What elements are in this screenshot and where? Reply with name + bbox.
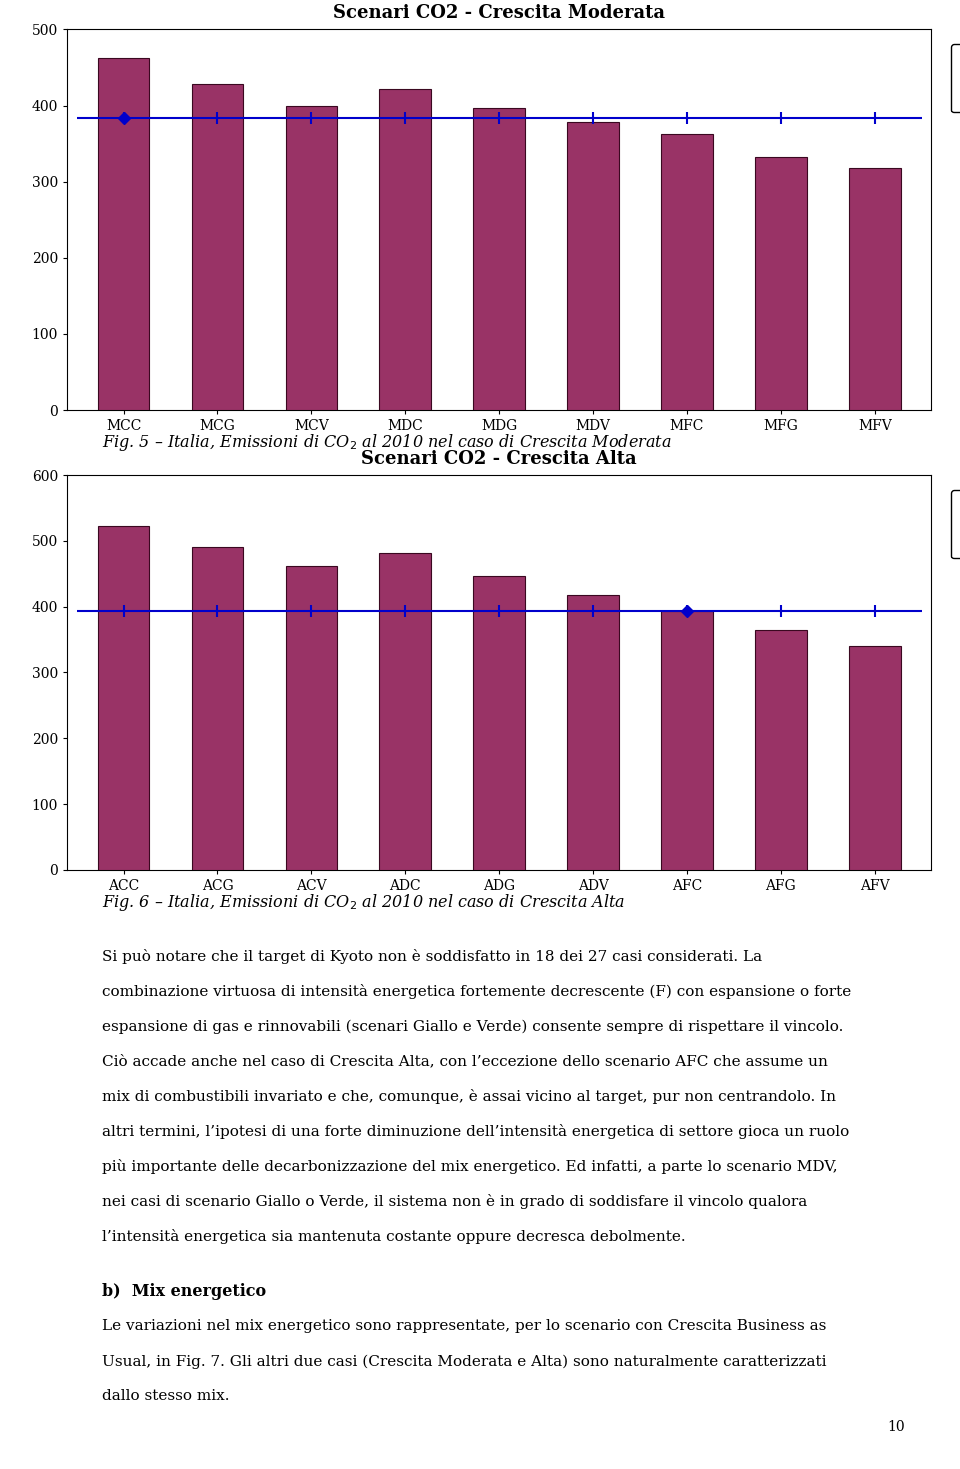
Bar [756, 157, 806, 410]
Text: altri termini, l’ipotesi di una forte diminuzione dell’intensità energetica di s: altri termini, l’ipotesi di una forte di… [102, 1124, 849, 1138]
Text: mix di combustibili invariato e che, comunque, è assai vicino al target, pur non: mix di combustibili invariato e che, com… [102, 1089, 836, 1105]
Text: Ciò accade anche nel caso di Crescita Alta, con l’eccezione dello scenario AFC c: Ciò accade anche nel caso di Crescita Al… [102, 1055, 828, 1068]
Text: l’intensità energetica sia mantenuta costante oppure decresca debolmente.: l’intensità energetica sia mantenuta cos… [102, 1230, 685, 1244]
Text: 10: 10 [888, 1421, 905, 1434]
Bar [473, 107, 525, 410]
Text: Le variazioni nel mix energetico sono rappresentate, per lo scenario con Crescit: Le variazioni nel mix energetico sono ra… [102, 1319, 827, 1334]
Bar [192, 548, 243, 870]
Bar [567, 595, 619, 870]
Text: dallo stesso mix.: dallo stesso mix. [102, 1390, 229, 1403]
Bar [379, 552, 431, 870]
Bar [661, 135, 713, 410]
Text: più importante delle decarbonizzazione del mix energetico. Ed infatti, a parte l: più importante delle decarbonizzazione d… [102, 1159, 837, 1174]
Legend: CO2ITA Mt, KYOTO Mt: CO2ITA Mt, KYOTO Mt [951, 489, 960, 558]
Text: nei casi di scenario Giallo o Verde, il sistema non è in grado di soddisfare il : nei casi di scenario Giallo o Verde, il … [102, 1194, 807, 1209]
Text: Fig. 6 – Italia, Emissioni di CO$_2$ al 2010 nel caso di Crescita Alta: Fig. 6 – Italia, Emissioni di CO$_2$ al … [102, 892, 625, 912]
Bar [567, 122, 619, 410]
Bar [192, 84, 243, 410]
Bar [849, 167, 900, 410]
Text: Si può notare che il target di Kyoto non è soddisfatto in 18 dei 27 casi conside: Si può notare che il target di Kyoto non… [102, 949, 762, 964]
Text: espansione di gas e rinnovabili (scenari Giallo e Verde) consente sempre di risp: espansione di gas e rinnovabili (scenari… [102, 1019, 843, 1034]
Text: Fig. 5 – Italia, Emissioni di CO$_2$ al 2010 nel caso di Crescita Moderata: Fig. 5 – Italia, Emissioni di CO$_2$ al … [102, 432, 671, 452]
Legend: CO2ITA Mt, KYOTO Mt: CO2ITA Mt, KYOTO Mt [951, 44, 960, 113]
Text: Usual, in Fig. 7. Gli altri due casi (Crescita Moderata e Alta) sono naturalment: Usual, in Fig. 7. Gli altri due casi (Cr… [102, 1354, 827, 1369]
Bar [285, 566, 337, 870]
Title: Scenari CO2 - Crescita Moderata: Scenari CO2 - Crescita Moderata [333, 4, 665, 22]
Bar [473, 576, 525, 870]
Bar [285, 106, 337, 410]
Text: b)  Mix energetico: b) Mix energetico [102, 1284, 266, 1300]
Title: Scenari CO2 - Crescita Alta: Scenari CO2 - Crescita Alta [361, 450, 637, 469]
Text: combinazione virtuosa di intensità energetica fortemente decrescente (F) con esp: combinazione virtuosa di intensità energ… [102, 984, 851, 999]
Bar [661, 611, 713, 870]
Bar [379, 88, 431, 410]
Bar [849, 646, 900, 870]
Bar [756, 630, 806, 870]
Bar [98, 57, 150, 410]
Bar [98, 526, 150, 870]
